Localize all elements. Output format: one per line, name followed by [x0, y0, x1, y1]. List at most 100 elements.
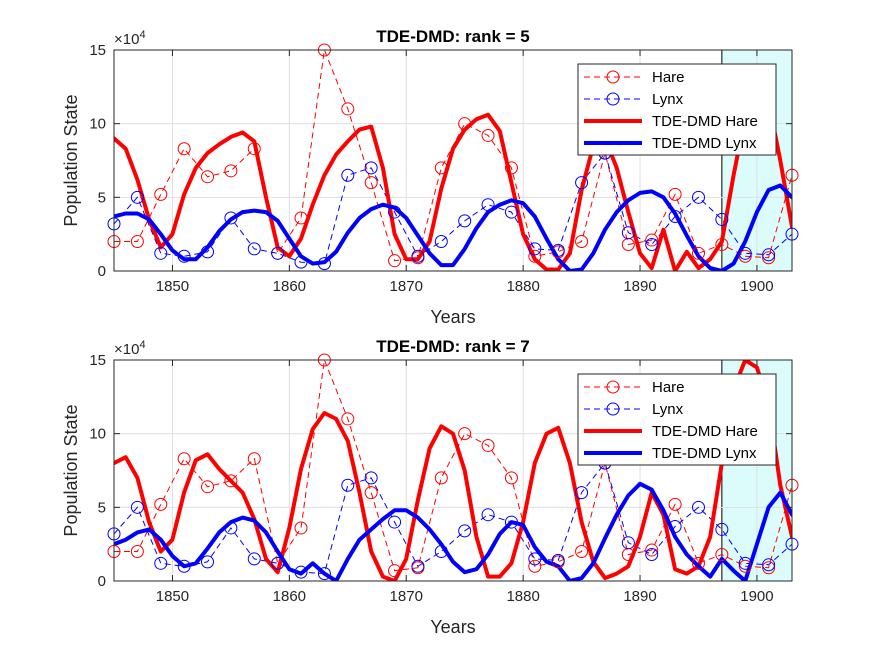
legend-label-tde-dmd-hare: TDE-DMD Hare: [652, 423, 758, 440]
data-point-lynx: [575, 486, 589, 500]
x-tick-label: 1860: [273, 278, 306, 295]
x-tick-label: 1890: [623, 588, 656, 605]
series-line-hare: [114, 360, 792, 572]
data-point-hare: [668, 187, 682, 201]
data-point-hare: [762, 561, 776, 575]
data-point-hare: [738, 249, 752, 263]
x-axis-label: Years: [430, 307, 475, 327]
data-point-lynx: [458, 214, 472, 228]
data-point-lynx: [504, 205, 518, 219]
legend-marker-hare: [606, 70, 620, 84]
data-point-lynx: [715, 212, 729, 226]
data-point-hare: [364, 176, 378, 190]
y-exponent-base: ×10: [114, 341, 139, 358]
x-tick-label: 1860: [273, 588, 306, 605]
y-exponent-label: ×104: [114, 29, 146, 48]
y-axis-label: Population State: [61, 94, 81, 226]
data-point-lynx: [130, 500, 144, 514]
data-point-hare: [575, 545, 589, 559]
legend-label-hare: Hare: [652, 379, 685, 396]
subplot-2: 1850 1860 1870 1880 1890 1900 0 5 10 15 ×104 TDE-DM…: [61, 337, 799, 637]
data-point-hare: [201, 170, 215, 184]
data-point-hare: [224, 474, 238, 488]
legend-marker-lynx: [606, 402, 620, 416]
data-point-lynx: [551, 243, 565, 257]
data-point-lynx: [388, 205, 402, 219]
x-tick-label: 1870: [390, 588, 423, 605]
y-exponent-base: ×10: [114, 31, 139, 48]
axes-box: [113, 49, 793, 272]
data-point-hare: [341, 102, 355, 116]
y-exponent-power: 4: [139, 339, 145, 351]
data-point-lynx: [224, 521, 238, 535]
data-point-lynx: [458, 524, 472, 538]
data-point-hare: [575, 235, 589, 249]
data-point-hare: [691, 246, 705, 260]
data-point-hare: [762, 251, 776, 265]
data-point-lynx: [691, 190, 705, 204]
data-point-lynx: [154, 246, 168, 260]
x-tick-label: 1870: [390, 278, 423, 295]
legend-label-hare: Hare: [652, 69, 685, 86]
y-tick-label: 15: [89, 352, 106, 369]
legend-box: [577, 63, 777, 156]
x-axis-label: Years: [430, 617, 475, 637]
y-tick-label: 5: [98, 499, 106, 516]
legend-label-lynx: Lynx: [652, 401, 684, 418]
legend-label-tde-dmd-hare: TDE-DMD Hare: [652, 113, 758, 130]
data-point-hare: [294, 211, 308, 225]
x-tick-label: 1850: [156, 278, 189, 295]
series-line-lynx: [114, 152, 792, 265]
data-point-hare: [481, 438, 495, 452]
data-point-hare: [224, 164, 238, 178]
data-point-lynx: [738, 556, 752, 570]
data-point-hare: [528, 249, 542, 263]
data-point-lynx: [317, 257, 331, 271]
data-point-lynx: [294, 565, 308, 579]
data-point-lynx: [715, 522, 729, 536]
legend-label-lynx: Lynx: [652, 91, 684, 108]
data-point-hare: [154, 497, 168, 511]
data-point-lynx: [762, 248, 776, 262]
data-point-lynx: [247, 242, 261, 256]
legend-label-tde-dmd-lynx: TDE-DMD Lynx: [652, 445, 757, 462]
data-point-hare: [388, 564, 402, 578]
data-point-hare: [645, 233, 659, 247]
data-point-lynx: [271, 246, 285, 260]
subplot-1: 1850 1860 1870 1880 1890 1900 0 5 10 15 ×104 TDE-DM…: [61, 27, 799, 327]
data-point-hare: [247, 452, 261, 466]
y-tick-label: 0: [98, 263, 106, 280]
data-point-lynx: [201, 245, 215, 259]
data-point-hare: [341, 412, 355, 426]
data-point-lynx: [481, 198, 495, 212]
y-tick-label: 15: [89, 42, 106, 59]
data-point-hare: [504, 161, 518, 175]
data-point-lynx: [528, 242, 542, 256]
chart-title: TDE-DMD: rank = 5: [376, 27, 530, 46]
x-tick-label: 1900: [740, 588, 773, 605]
y-tick-label: 10: [89, 116, 106, 133]
data-point-lynx: [668, 519, 682, 533]
y-exponent-label: ×104: [114, 339, 146, 358]
y-tick-label: 10: [89, 426, 106, 443]
legend: Hare Lynx TDE-DMD Hare TDE-DMD Lynx: [577, 373, 777, 466]
data-point-hare: [645, 543, 659, 557]
data-point-hare: [201, 480, 215, 494]
data-point-lynx: [645, 237, 659, 251]
data-point-hare: [364, 486, 378, 500]
data-point-hare: [528, 559, 542, 573]
data-point-lynx: [411, 559, 425, 573]
x-tick-label: 1890: [623, 278, 656, 295]
legend-marker-hare: [606, 380, 620, 394]
data-point-hare: [691, 556, 705, 570]
data-point-lynx: [247, 552, 261, 566]
data-point-lynx: [341, 168, 355, 182]
data-point-lynx: [388, 515, 402, 529]
data-point-lynx: [645, 547, 659, 561]
data-point-hare: [294, 521, 308, 535]
data-point-lynx: [364, 471, 378, 485]
data-point-lynx: [575, 176, 589, 190]
data-point-hare: [247, 142, 261, 156]
legend-marker-lynx: [606, 92, 620, 106]
